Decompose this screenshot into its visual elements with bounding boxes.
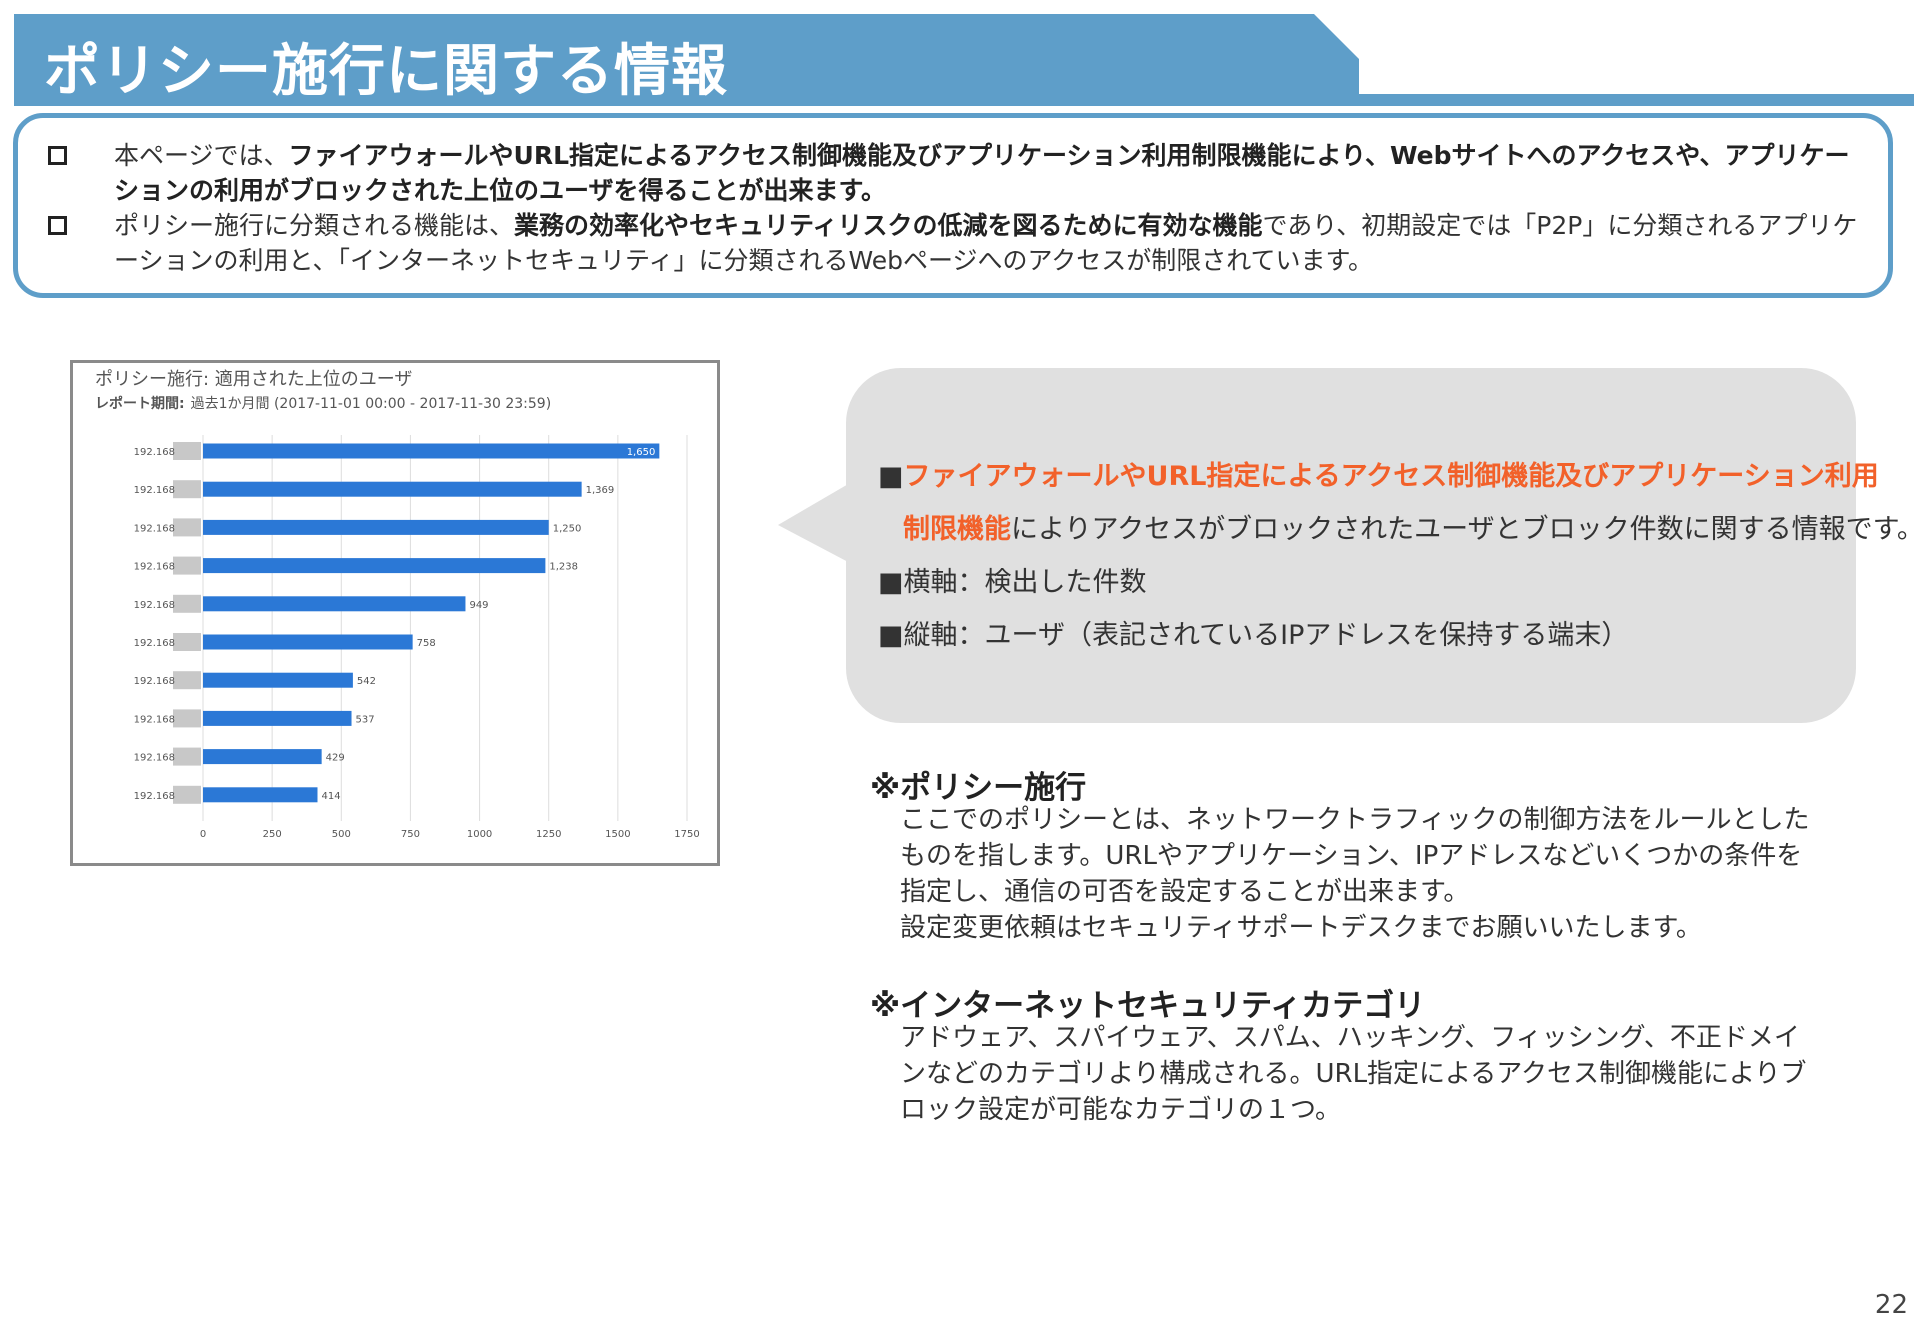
chart-data-label: 1,250: [553, 523, 582, 534]
summary-text: 本ページでは、ファイアウォールやURL指定によるアクセス制御機能及びアプリケーシ…: [114, 138, 1874, 208]
summary-text: ポリシー施行に分類される機能は、業務の効率化やセキュリティリスクの低減を図るため…: [114, 208, 1874, 278]
note-body: ここでのポリシーとは、ネットワークトラフィックの制御方法をルールとしたものを指し…: [900, 802, 1820, 946]
masked-ip-block: [173, 785, 201, 804]
chart-category-label: 192.168: [134, 676, 175, 687]
chart-category-label: 192.168: [134, 753, 175, 764]
chart-title: ポリシー施行: 適用された上位のユーザ: [95, 369, 413, 390]
summary-text-bold: 業務の効率化やセキュリティリスクの低減を図るために有効な機能: [514, 211, 1263, 240]
summary-text-bold: ファイアウォールやURL指定によるアクセス制御機能及びアプリケーション利用制限機…: [114, 141, 1850, 205]
bubble-text: 縦軸：ユーザ（表記されているIPアドレスを保持する端末）: [903, 620, 1629, 651]
chart-category-label: 192.168: [134, 562, 175, 573]
chart-bar: [203, 519, 549, 535]
chart-bar: [203, 443, 660, 459]
masked-ip-block: [173, 480, 201, 499]
note-paragraph: 設定変更依頼はセキュリティサポートデスクまでお願いいたします。: [900, 913, 1702, 943]
note-heading: ※ポリシー施行: [870, 770, 1087, 806]
chart-tick-label: 500: [332, 829, 351, 840]
chart-category-label: 192.168: [134, 523, 175, 534]
note-paragraph: ここでのポリシーとは、ネットワークトラフィックの制御方法をルールとしたものを指し…: [900, 805, 1810, 907]
chart-data-label: 537: [356, 714, 375, 725]
chart-bar: [203, 634, 413, 650]
chart-data-label: 542: [357, 676, 376, 687]
bar-chart: 0 250 500 750 1000 1250 1500 1750 192.168 1,650 19…: [134, 435, 700, 840]
bubble-line: ■ファイアウォールやURL指定によるアクセス制御機能及びアプリケーション利用: [878, 454, 1879, 493]
chart-data-label: 1,369: [586, 485, 615, 496]
summary-text-plain: であり、初期設定では「P2P」に分類されるアプリケーションの利用と、「インターネ…: [114, 211, 1858, 275]
chart-category-label: 192.168: [134, 791, 175, 802]
masked-ip-block: [173, 709, 201, 728]
bubble-text: によりアクセスがブロックされたユーザとブロック件数に関する情報です。: [1011, 514, 1920, 545]
chart-category-label: 192.168: [134, 600, 175, 611]
summary-box: 本ページでは、ファイアウォールやURL指定によるアクセス制御機能及びアプリケーシ…: [13, 113, 1893, 298]
chart-tick-label: 1750: [674, 829, 699, 840]
checkbox-bullet-icon: [48, 146, 67, 165]
bubble-line: 制限機能によりアクセスがブロックされたユーザとブロック件数に関する情報です。: [903, 507, 1920, 546]
bubble-highlight: 制限機能: [903, 514, 1011, 545]
chart-data-label: 1,238: [549, 562, 578, 573]
masked-ip-block: [173, 671, 201, 690]
report-period-value: 過去1か月間 (2017-11-01 00:00 - 2017-11-30 23…: [190, 396, 552, 412]
chart-data-label: 758: [417, 638, 436, 649]
chart-tick-label: 250: [263, 829, 282, 840]
masked-ip-block: [173, 518, 201, 537]
chart-bar: [203, 558, 546, 574]
title-banner: ポリシー施行に関する情報: [14, 14, 1914, 109]
info-bubble: ■ファイアウォールやURL指定によるアクセス制御機能及びアプリケーション利用 制…: [846, 368, 1920, 723]
chart-data-label: 1,650: [627, 447, 656, 458]
checkbox-bullet-icon: [48, 216, 67, 235]
title-banner-shape: [14, 14, 1914, 106]
masked-ip-block: [173, 556, 201, 575]
bubble-line: ■横軸：検出した件数: [878, 560, 1147, 599]
masked-ip-block: [173, 747, 201, 766]
chart-data-label: 414: [322, 791, 341, 802]
chart-bar: [203, 710, 352, 726]
masked-ip-block: [173, 442, 201, 460]
chart-category-label: 192.168: [134, 638, 175, 649]
chart-bar: [203, 749, 322, 765]
chart-category-label: 192.168: [134, 714, 175, 725]
chart-tick-label: 1000: [467, 829, 492, 840]
summary-text-plain: ポリシー施行に分類される機能は、: [114, 211, 515, 240]
chart-bar: [203, 672, 353, 688]
chart-panel: ポリシー施行: 適用された上位のユーザ レポート期間: 過去1か月間 (2017-…: [70, 360, 720, 866]
report-period: レポート期間: 過去1か月間 (2017-11-01 00:00 - 2017-1…: [95, 393, 551, 413]
note-body: アドウェア、スパイウェア、スパム、ハッキング、フィッシング、不正ドメインなどのカ…: [900, 1023, 1807, 1125]
chart-tick-label: 1250: [536, 829, 561, 840]
note-heading: ※インターネットセキュリティカテゴリ: [870, 988, 1426, 1024]
chart-data-label: 429: [326, 753, 345, 764]
masked-ip-block: [173, 633, 201, 651]
bubble-tail: [778, 483, 850, 563]
chart-bar: [203, 787, 318, 803]
chart-tick-label: 750: [401, 829, 420, 840]
square-bullet-icon: ■: [878, 620, 904, 651]
chart-bar: [203, 481, 582, 497]
bubble-line: ■縦軸：ユーザ（表記されているIPアドレスを保持する端末）: [878, 613, 1628, 652]
chart-bar: [203, 596, 466, 612]
page-title: ポリシー施行に関する情報: [44, 39, 728, 104]
masked-ip-block: [173, 594, 201, 613]
square-bullet-icon: ■: [878, 461, 904, 492]
chart-tick-label: 1500: [605, 829, 630, 840]
summary-item: ポリシー施行に分類される機能は、業務の効率化やセキュリティリスクの低減を図るため…: [48, 208, 1858, 278]
summary-text-plain: 本ページでは、: [114, 141, 289, 170]
chart-category-label: 192.168: [134, 447, 175, 458]
bubble-text: 横軸：検出した件数: [903, 567, 1147, 598]
report-period-label: レポート期間:: [95, 396, 185, 412]
chart-tick-label: 0: [200, 829, 206, 840]
chart-category-label: 192.168: [134, 485, 175, 496]
chart-data-label: 949: [469, 600, 488, 611]
page-number: 22: [1874, 1290, 1908, 1320]
square-bullet-icon: ■: [878, 567, 904, 598]
summary-item: 本ページでは、ファイアウォールやURL指定によるアクセス制御機能及びアプリケーシ…: [48, 138, 1858, 208]
bubble-highlight: ファイアウォールやURL指定によるアクセス制御機能及びアプリケーション利用: [903, 461, 1879, 492]
